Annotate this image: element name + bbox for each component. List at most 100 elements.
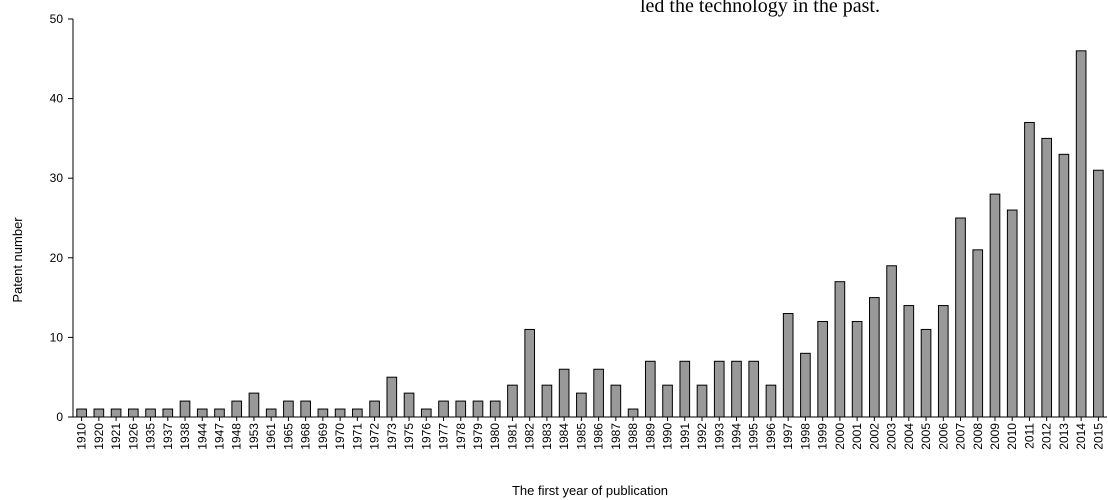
x-tick-label: 1965 [281,423,295,450]
bar-1998 [800,352,811,418]
bar-1993 [713,360,725,418]
x-tick-label: 1989 [643,423,657,450]
x-tick-label: 1944 [195,423,209,450]
x-tick-label: 2005 [919,423,933,450]
y-tick-label: 50 [50,12,64,26]
x-tick-label: 1961 [264,423,278,450]
x-tick-label: 1948 [230,423,244,450]
bar-1920 [93,408,105,418]
x-tick-label: 1920 [92,423,106,450]
bar-2010 [1006,209,1018,418]
bar-2015 [1093,169,1104,418]
x-tick-label: 2006 [936,423,950,450]
x-tick-label: 2002 [867,423,881,450]
y-tick-label: 0 [56,410,63,424]
bar-1970 [334,408,346,418]
bar-1937 [162,408,174,418]
x-axis-label: The first year of publication [512,483,668,498]
bar-1995 [748,360,760,418]
x-tick-label: 1990 [661,423,675,450]
bar-1983 [541,384,553,418]
bar-2001 [851,320,863,418]
x-tick-label: 1994 [729,423,743,450]
bar-1944 [196,408,208,418]
x-tick-label: 1975 [402,423,416,450]
x-tick-label: 2015 [1091,423,1105,450]
bar-1990 [662,384,673,418]
x-tick-label: 1985 [574,423,588,450]
bar-2013 [1058,153,1070,418]
bar-2004 [903,305,915,418]
y-axis-label: Patent number [10,217,25,303]
x-tick-label: 1971 [350,423,364,450]
x-tick-label: 2004 [902,423,916,450]
bar-2006 [937,305,949,418]
bar-1965 [283,400,294,418]
x-tick-label: 1991 [678,423,692,450]
x-tick-label: 1977 [437,423,451,450]
x-tick-label: 2003 [885,423,899,450]
bar-1968 [300,400,311,418]
x-tick-label: 1976 [419,423,433,450]
y-tick-label: 40 [50,92,64,106]
bar-1986 [593,368,604,418]
x-tick-label: 1947 [212,423,226,450]
x-tick-label: 1969 [316,423,330,450]
x-tick-label: 1999 [816,423,830,450]
x-tick-label: 2008 [971,423,985,450]
bar-1947 [214,408,225,418]
bar-2011 [1024,121,1035,418]
x-tick-label: 1996 [764,423,778,450]
bar-1926 [127,408,139,418]
x-tick-label: 1983 [540,423,554,450]
x-tick-label: 1926 [126,423,140,450]
x-tick-label: 1973 [385,423,399,450]
bar-1935 [145,408,156,418]
x-tick-label: 1938 [178,423,192,450]
y-tick-label: 30 [50,171,64,185]
x-tick-label: 2010 [1005,423,1019,450]
x-tick-label: 1986 [592,423,606,450]
y-ticks-group: 0 10 20 30 40 50 [50,12,73,424]
bar-2000 [834,281,846,418]
x-tick-label: 2014 [1074,423,1088,450]
x-tick-label: 1970 [333,423,347,450]
bar-2002 [869,297,880,418]
x-tick-label: 1993 [712,423,726,450]
x-tick-label: 2001 [850,423,864,450]
bar-1969 [317,408,329,418]
x-tick-label: 2013 [1057,423,1071,450]
x-tick-label: 2012 [1040,423,1054,450]
y-tick-label: 10 [50,330,64,344]
bar-1987 [610,384,622,418]
bar-1996 [765,384,777,418]
x-tick-label: 2009 [988,423,1002,450]
bars-group [76,50,1104,418]
bar-1978 [455,400,467,418]
bar-1994 [731,360,742,418]
caption-text: led the technology in the past. [640,0,880,17]
x-tick-label: 1968 [299,423,313,450]
x-tick-label: 1992 [695,423,709,450]
x-tick-label: 1987 [609,423,623,450]
x-tick-label: 1995 [747,423,761,450]
x-tick-label: 1953 [247,423,261,450]
x-tick-label: 2007 [954,423,968,450]
x-tick-label: 1982 [523,423,537,450]
bar-2012 [1041,137,1053,418]
bar-1977 [438,400,449,418]
bar-1980 [489,400,501,418]
bar-1921 [110,408,122,418]
bar-1973 [386,376,398,418]
bar-1982 [524,328,536,418]
x-tick-label: 1984 [557,423,571,450]
y-tick-label: 20 [50,251,64,265]
bar-1981 [507,384,518,418]
x-tick-label: 1997 [781,423,795,450]
bar-1961 [265,408,277,418]
x-tick-label: 1988 [626,423,640,450]
bar-1992 [696,384,708,418]
x-tick-label: 1981 [505,423,519,450]
bar-1953 [248,392,260,418]
